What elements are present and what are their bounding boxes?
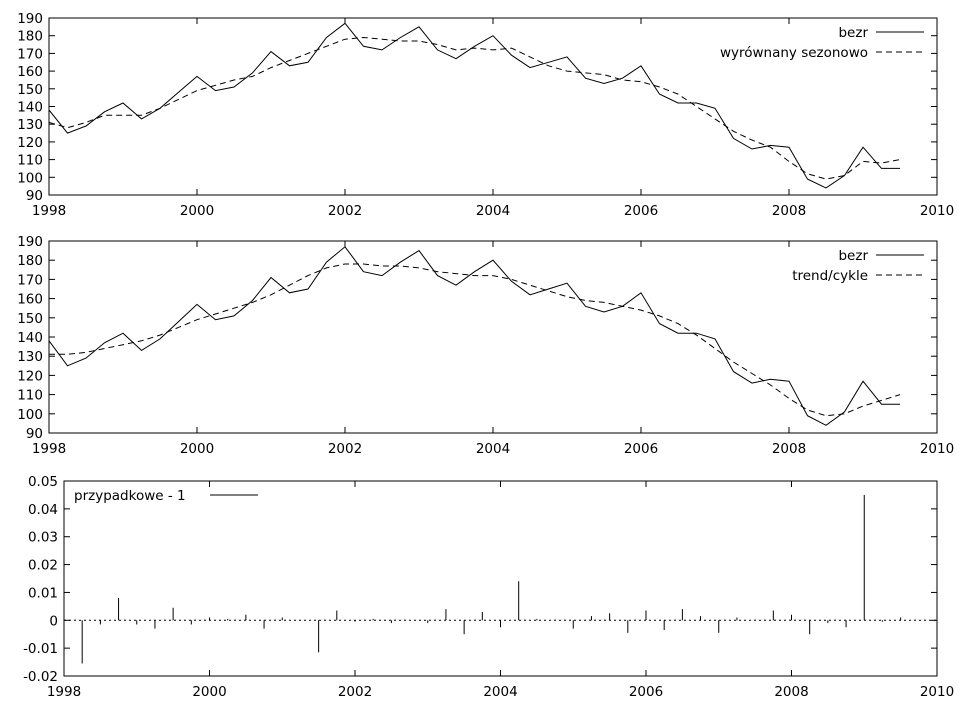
legend-label: wyrównany sezonowo: [720, 45, 868, 61]
x-tick-label: 2000: [180, 441, 214, 457]
x-tick-label: 2002: [328, 441, 362, 457]
legend-label: bezr: [838, 25, 868, 41]
y-tick-label: 160: [17, 292, 43, 308]
x-tick-label: 2004: [476, 441, 510, 457]
x-tick-label: 1998: [32, 203, 66, 219]
chart-panel-2: 90 100 110 120 130 140 150 160 170 180 190 1998 2000…: [17, 234, 954, 457]
y-tick-label: 130: [17, 117, 43, 133]
series-line-2: [48, 36, 901, 180]
x-tick-label: 2004: [476, 203, 510, 219]
x-tick-label: 2006: [629, 684, 663, 700]
plot-frame: [63, 480, 938, 677]
x-tick-label: 2004: [483, 684, 517, 700]
x-tick-label: 2010: [920, 684, 954, 700]
x-tick-label: 2010: [920, 441, 954, 457]
legend-label: bezr: [838, 248, 868, 264]
series-line-2: [49, 263, 901, 417]
y-tick-label: 110: [17, 153, 43, 169]
y-tick-label: 90: [26, 188, 43, 204]
y-tick-label: 0: [49, 613, 58, 629]
y-tick-label: 150: [17, 82, 43, 98]
x-tick-label: 2006: [624, 203, 658, 219]
y-tick-label: 180: [17, 253, 43, 269]
x-tick-label: 2002: [328, 203, 362, 219]
y-tick-label: 120: [17, 368, 43, 384]
y-tick-label: 180: [17, 29, 43, 45]
y-tick-label: 170: [17, 46, 43, 62]
x-tick-label: 2010: [920, 203, 954, 219]
x-tick-label: 2002: [338, 684, 372, 700]
y-tick-label: 190: [17, 234, 43, 250]
x-tick-label: 1998: [47, 684, 81, 700]
x-tick-label: 2000: [180, 203, 214, 219]
legend-label: przypadkowe - 1: [74, 488, 186, 504]
series-line-1: [48, 22, 900, 189]
y-tick-label: 0.03: [28, 530, 58, 546]
x-tick-label: 2000: [192, 684, 226, 700]
y-tick-label: 100: [17, 170, 43, 186]
x-tick-label: 2008: [772, 203, 806, 219]
y-tick-label: 170: [17, 272, 43, 288]
y-tick-label: -0.02: [23, 669, 58, 685]
y-tick-label: 140: [17, 100, 43, 116]
chart-panel-3: -0.02 -0.01 0 0.01 0.02 0.03 0.04 0.05 1998 2000 2…: [23, 474, 954, 700]
x-tick-label: 2008: [772, 441, 806, 457]
y-tick-label: 0.02: [28, 558, 58, 574]
y-tick-label: 140: [17, 330, 43, 346]
y-tick-label: 190: [17, 11, 43, 27]
y-tick-label: 110: [17, 388, 43, 404]
x-tick-label: 2008: [774, 684, 808, 700]
y-tick-label: 0.04: [28, 502, 58, 518]
y-tick-label: 100: [17, 407, 43, 423]
y-tick-label: 150: [17, 311, 43, 327]
legend-label: trend/cykle: [792, 268, 868, 284]
series-line-1: [48, 246, 900, 426]
y-tick-label: 0.01: [28, 585, 58, 601]
y-tick-label: 130: [17, 349, 43, 365]
y-tick-label: 90: [26, 426, 43, 442]
y-tick-label: -0.01: [23, 641, 58, 657]
y-tick-label: 120: [17, 135, 43, 151]
x-tick-label: 2006: [624, 441, 658, 457]
y-tick-label: 0.05: [28, 474, 58, 490]
y-tick-label: 160: [17, 64, 43, 80]
x-tick-label: 1998: [32, 441, 66, 457]
